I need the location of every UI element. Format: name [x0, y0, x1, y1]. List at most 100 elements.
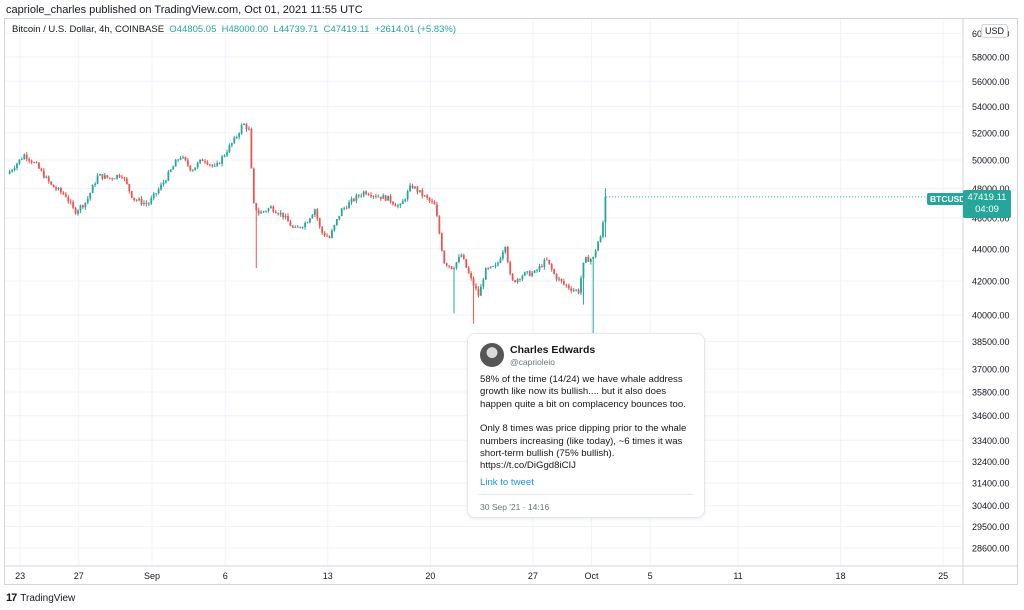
candle-body: [301, 227, 304, 228]
candle-body: [328, 236, 331, 238]
candle-body: [409, 185, 411, 192]
candle-body: [514, 280, 516, 283]
candle-body: [387, 195, 390, 201]
chart-frame[interactable]: [4, 18, 1018, 585]
candle-body: [499, 258, 502, 263]
candle-body: [467, 267, 470, 274]
candle-body: [35, 162, 38, 164]
candle-body: [272, 206, 275, 212]
candle-body: [221, 156, 223, 164]
candle-body: [189, 165, 192, 171]
y-tick-label: 31400.00: [972, 479, 1010, 489]
candle-body: [52, 184, 55, 188]
candle-body: [130, 191, 133, 198]
candle-body: [282, 212, 285, 218]
candle-body: [60, 188, 62, 193]
candle-body: [548, 259, 551, 264]
candle-body: [323, 232, 326, 236]
tweet-card[interactable]: Charles Edwards @caprioleio 58% of the t…: [467, 333, 705, 518]
candle-body: [121, 176, 123, 178]
candles-layer: [8, 122, 963, 335]
candle-body: [470, 273, 473, 279]
candle-body: [128, 183, 131, 192]
x-tick-label: 20: [425, 571, 435, 581]
candle-body: [333, 225, 336, 231]
candle-body: [375, 195, 377, 197]
candle-body: [230, 143, 233, 146]
last-price-badge: 47419.11 04:09: [963, 190, 1011, 218]
candle-body: [291, 226, 294, 228]
candle-body: [267, 208, 270, 211]
candle-body: [309, 218, 311, 223]
candle-body: [428, 197, 431, 201]
candle-body: [155, 193, 158, 195]
candle-body: [511, 273, 514, 281]
candle-body: [42, 170, 45, 178]
candle-body: [541, 265, 543, 268]
candle-body: [72, 202, 75, 208]
candle-body: [125, 178, 128, 184]
candle-body: [211, 164, 214, 166]
tweet-author-name: Charles Edwards: [510, 344, 596, 356]
candle-body: [287, 215, 289, 222]
candle-body: [509, 262, 512, 274]
candle-body: [426, 195, 429, 198]
candle-body: [13, 168, 16, 170]
candle-body: [392, 201, 394, 205]
candle-body: [89, 192, 92, 199]
y-tick-label: 58000.00: [972, 52, 1010, 62]
candle-body: [277, 213, 280, 215]
candle-body: [18, 159, 21, 164]
candle-body: [16, 163, 18, 169]
x-tick-label: Sep: [144, 571, 160, 581]
candle-body: [135, 200, 138, 201]
candle-body: [294, 226, 297, 228]
candle-body: [270, 206, 272, 209]
candle-body: [204, 161, 206, 162]
candle-body: [575, 289, 578, 291]
candle-body: [533, 270, 536, 273]
candle-body: [450, 266, 453, 270]
candle-body: [40, 168, 43, 171]
y-tick-label: 42000.00: [972, 277, 1010, 287]
x-tick-label: 27: [74, 571, 84, 581]
candle-body: [350, 198, 353, 203]
candle-body: [179, 157, 182, 160]
candle-body: [489, 266, 492, 269]
candle-body: [433, 201, 436, 205]
candle-body: [145, 202, 148, 205]
legend-high: H48000.00: [221, 24, 269, 35]
y-tick-label: 32400.00: [972, 457, 1010, 467]
footer-brand[interactable]: 17 TradingView: [6, 592, 75, 604]
candle-body: [172, 166, 175, 170]
candle-body: [567, 285, 570, 289]
candle-body: [523, 272, 526, 276]
candle-body: [74, 207, 77, 214]
link-to-tweet[interactable]: Link to tweet: [480, 477, 534, 488]
candle-body: [516, 278, 519, 283]
candle-body: [108, 177, 111, 179]
candle-body: [479, 286, 482, 296]
candle-body: [33, 162, 35, 164]
candle-body: [94, 183, 97, 186]
candle-body: [240, 125, 243, 134]
candle-body: [584, 257, 587, 263]
candle-body: [563, 281, 565, 285]
candle-body: [365, 191, 368, 195]
y-tick-label: 50000.00: [972, 156, 1010, 166]
candle-body: [394, 204, 397, 207]
candle-body: [238, 133, 241, 138]
candle-body: [492, 266, 495, 267]
currency-button[interactable]: USD: [981, 24, 1009, 38]
y-tick-label: 28600.00: [972, 544, 1010, 554]
y-tick-label: 56000.00: [972, 77, 1010, 87]
candle-body: [460, 255, 463, 257]
candle-body: [113, 178, 116, 180]
candle-body: [345, 207, 348, 209]
candle-body: [20, 159, 23, 160]
x-tick-label: Oct: [584, 571, 599, 581]
candle-body: [233, 137, 236, 144]
tweet-paragraph-1: 58% of the time (14/24) we have whale ad…: [480, 374, 686, 410]
candle-body: [484, 268, 487, 280]
